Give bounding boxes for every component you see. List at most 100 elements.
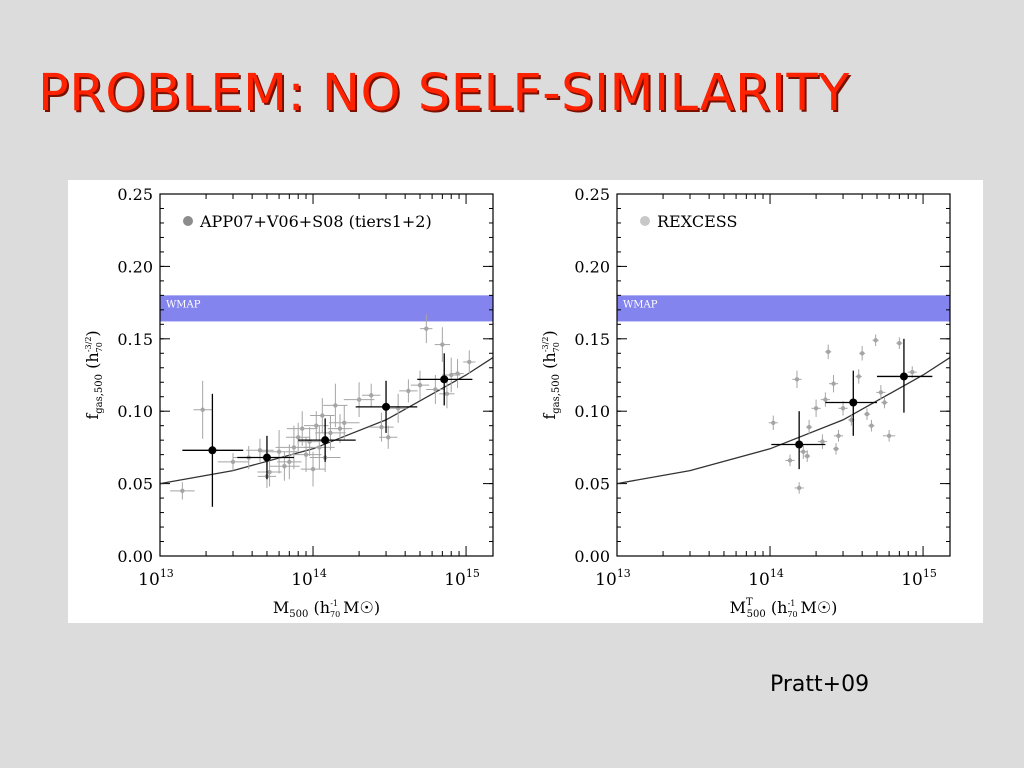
slide-title: PROBLEM: NO SELF-SIMILARITY — [38, 64, 850, 123]
data-point — [864, 411, 870, 417]
y-tick-label: 0.00 — [117, 547, 153, 566]
data-point — [328, 430, 333, 436]
data-point — [849, 417, 854, 423]
y-tick-label: 0.05 — [117, 475, 153, 494]
chart-panel-left: WMAP 1013 1014 1015 0.00 0.05 0.10 0.15 0.20 0.25… — [68, 180, 526, 623]
y-tick-label: 0.10 — [574, 402, 610, 421]
data-point — [291, 445, 297, 450]
y-tick-label: 0.15 — [574, 330, 610, 349]
data-point — [230, 459, 236, 465]
model-fit-curve — [159, 357, 494, 485]
plot-frame — [616, 193, 951, 557]
data-point — [333, 403, 338, 408]
wmap-band — [160, 295, 493, 322]
binned-points — [771, 338, 933, 470]
individual-points — [170, 314, 476, 500]
x-axis-label: MT 500 (h70-1 M☉) — [730, 597, 838, 620]
legend-marker — [640, 216, 650, 226]
data-point — [805, 453, 810, 459]
x-axis-label: M500 (h70-1 M☉) — [273, 598, 380, 620]
legend-label: APP07+V06+S08 (tiers1+2) — [199, 212, 432, 231]
wmap-band — [617, 295, 950, 322]
data-point — [787, 458, 793, 463]
legend-marker — [183, 216, 193, 226]
data-point — [303, 452, 309, 457]
data-point — [295, 435, 301, 440]
wmap-band-label: WMAP — [166, 299, 201, 310]
data-point — [267, 469, 272, 475]
data-point — [886, 433, 892, 439]
individual-points — [768, 334, 917, 494]
binned-point — [795, 440, 804, 449]
data-point — [801, 449, 806, 454]
model-fit-curve — [616, 357, 951, 485]
data-point — [356, 397, 362, 402]
binned-point — [382, 402, 391, 411]
data-point — [873, 338, 878, 343]
data-point — [869, 423, 874, 428]
data-point — [836, 433, 841, 439]
data-point — [897, 340, 902, 346]
data-point — [310, 466, 316, 472]
x-tick-label: 1015 — [444, 567, 480, 590]
data-point — [823, 397, 828, 402]
data-point — [200, 407, 205, 412]
y-tick-label: 0.00 — [574, 547, 610, 566]
data-point — [386, 435, 391, 440]
y-tick-label: 0.25 — [117, 185, 153, 204]
data-point — [444, 391, 450, 397]
wmap-band-label: WMAP — [623, 299, 658, 310]
x-tick-label: 1013 — [595, 567, 631, 590]
x-tick-label: 1014 — [748, 567, 784, 590]
data-point — [337, 426, 343, 431]
data-point — [794, 377, 800, 382]
legend-label: REXCESS — [657, 212, 737, 231]
data-point — [910, 369, 915, 375]
data-point — [369, 393, 374, 398]
x-tick-label: 1013 — [138, 567, 174, 590]
data-point — [882, 400, 887, 405]
data-point — [826, 349, 831, 355]
data-point — [833, 446, 839, 452]
y-axis-label: fgas,500 (h70-3/2) — [83, 330, 105, 419]
data-point — [379, 424, 384, 430]
y-tick-label: 0.20 — [117, 257, 153, 276]
data-point — [806, 424, 812, 430]
x-minor-ticks — [617, 193, 950, 557]
data-point — [320, 413, 325, 418]
x-tick-label: 1014 — [291, 567, 327, 590]
data-point — [342, 420, 347, 425]
data-point — [859, 351, 865, 356]
data-point — [840, 406, 846, 411]
y-tick-label: 0.20 — [574, 257, 610, 276]
binned-point — [849, 398, 858, 407]
data-point — [433, 387, 438, 392]
data-point — [180, 488, 185, 494]
binned-points — [182, 353, 473, 507]
data-point — [424, 326, 429, 331]
data-point — [417, 382, 423, 388]
data-point — [287, 459, 292, 465]
binned-point — [208, 446, 217, 455]
data-point — [276, 449, 282, 454]
y-tick-label: 0.10 — [117, 402, 153, 421]
data-point — [467, 359, 472, 365]
data-point — [440, 342, 445, 347]
y-tick-label: 0.05 — [574, 475, 610, 494]
data-point — [300, 426, 305, 431]
binned-point — [321, 436, 330, 445]
data-point — [796, 485, 802, 491]
data-point — [813, 406, 819, 411]
binned-point — [899, 372, 908, 381]
figure: WMAP 1013 1014 1015 0.00 0.05 0.10 0.15 0.20 0.25… — [68, 180, 983, 623]
binned-point — [440, 375, 449, 384]
chart-right: WMAP 1013 1014 1015 0.00 0.05 0.10 0.15 0.20 0.25… — [540, 185, 951, 620]
x-tick-label: 1015 — [901, 567, 937, 590]
chart-panel-right: WMAP 1013 1014 1015 0.00 0.05 0.10 0.15 0.20 0.25… — [525, 180, 983, 623]
data-point — [317, 445, 322, 450]
chart-left: WMAP 1013 1014 1015 0.00 0.05 0.10 0.15 0.20 0.25… — [83, 185, 494, 620]
plot-frame — [159, 193, 494, 557]
data-point — [831, 381, 836, 386]
y-tick-label: 0.15 — [117, 330, 153, 349]
data-point — [820, 439, 825, 444]
